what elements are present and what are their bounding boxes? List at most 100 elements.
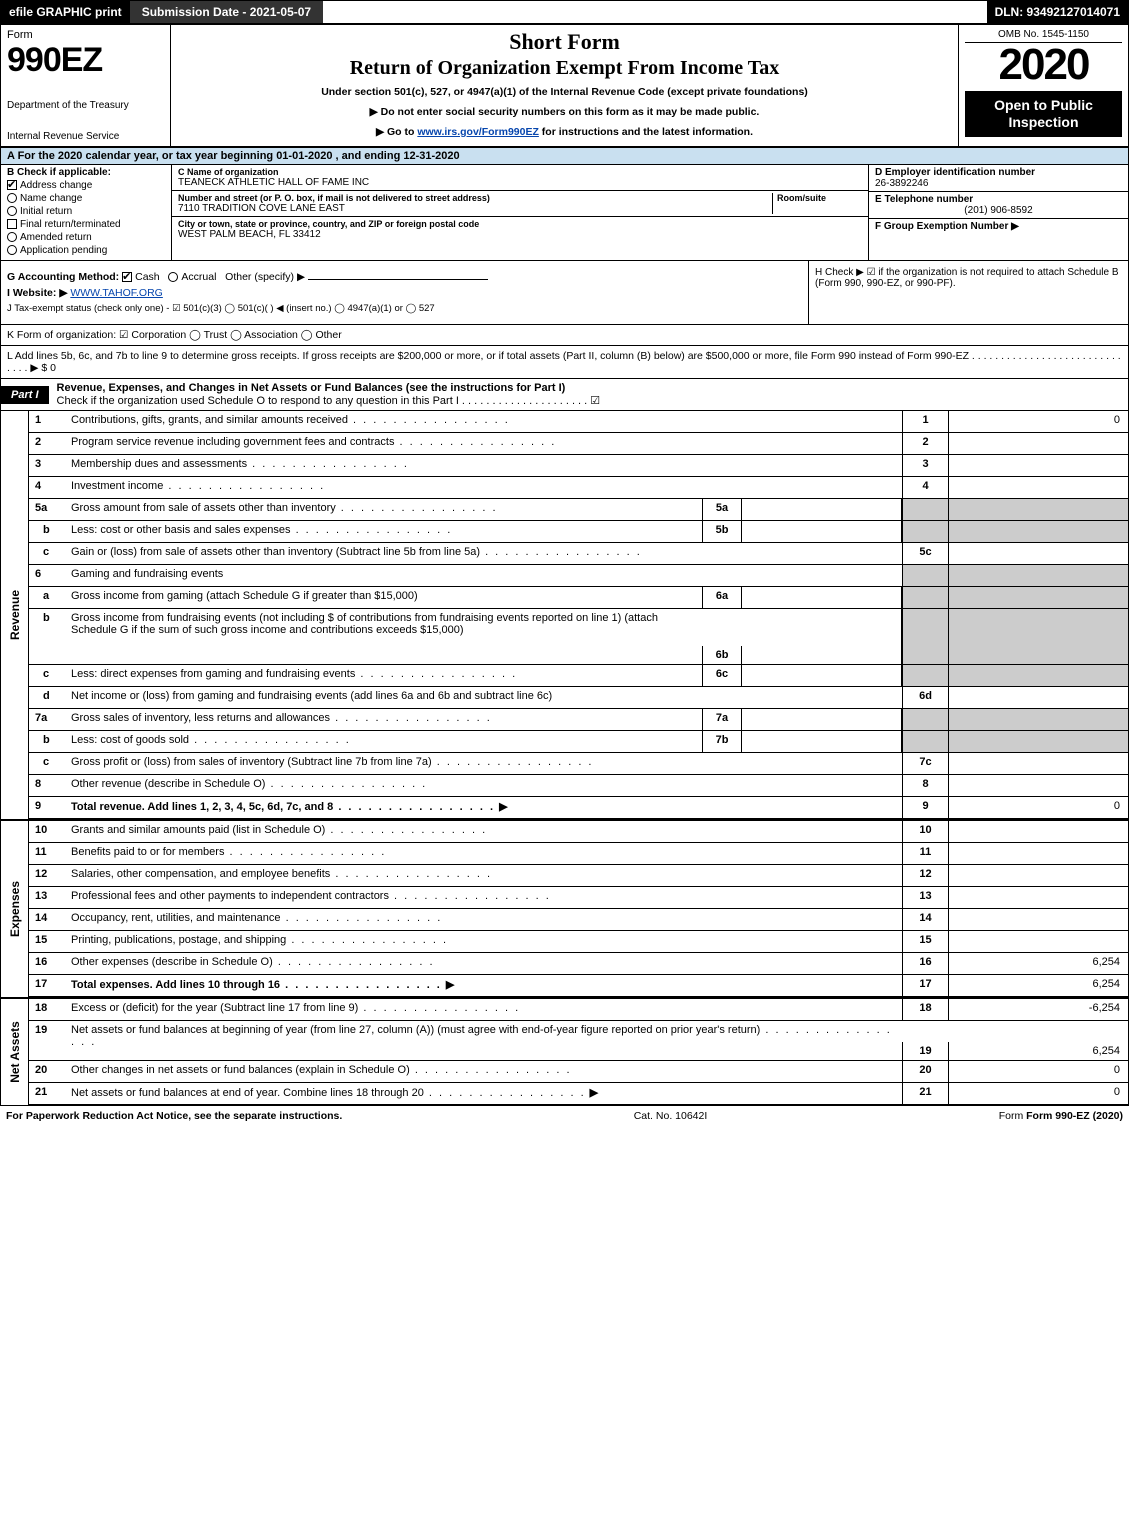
line-6: 6 Gaming and fundraising events — [29, 565, 1128, 587]
efile-tag: efile GRAPHIC print — [1, 1, 130, 23]
form-number: 990EZ — [7, 41, 162, 80]
footer-right: Form Form 990-EZ (2020) — [999, 1110, 1123, 1122]
line-6b: b Gross income from fundraising events (… — [29, 609, 1128, 665]
line-k: K Form of organization: ☑ Corporation ◯ … — [1, 325, 1128, 346]
line-5c: c Gain or (loss) from sale of assets oth… — [29, 543, 1128, 565]
org-name: TEANECK ATHLETIC HALL OF FAME INC — [178, 177, 862, 188]
g-i-j-left: G Accounting Method: Cash Accrual Other … — [1, 261, 808, 324]
c-label: C Name of organization — [178, 167, 862, 177]
line-18: 18 Excess or (deficit) for the year (Sub… — [29, 999, 1128, 1021]
checkbox-icon — [7, 219, 17, 229]
part-1-header: Part I Revenue, Expenses, and Changes in… — [1, 379, 1128, 411]
radio-icon[interactable] — [168, 272, 178, 282]
line-16: 16 Other expenses (describe in Schedule … — [29, 953, 1128, 975]
goto-post: for instructions and the latest informat… — [539, 126, 753, 138]
part-1-tab: Part I — [1, 386, 49, 404]
revenue-rows: 1 Contributions, gifts, grants, and simi… — [29, 411, 1128, 819]
line-2: 2 Program service revenue including gove… — [29, 433, 1128, 455]
net-assets-side-label: Net Assets — [1, 999, 29, 1105]
d-cell: D Employer identification number 26-3892… — [869, 165, 1128, 192]
form-990ez-page: efile GRAPHIC print Submission Date - 20… — [0, 0, 1129, 1106]
footer-mid: Cat. No. 10642I — [634, 1110, 708, 1122]
ein-value: 26-3892246 — [875, 178, 1122, 189]
c-city-cell: City or town, state or province, country… — [172, 217, 868, 242]
g-other-input[interactable] — [308, 279, 488, 280]
dept-treasury: Department of the Treasury — [7, 100, 162, 111]
form-note-2: ▶ Go to www.irs.gov/Form990EZ for instru… — [179, 126, 950, 138]
line-6a: a Gross income from gaming (attach Sched… — [29, 587, 1128, 609]
footer-left: For Paperwork Reduction Act Notice, see … — [6, 1110, 342, 1122]
line-4: 4 Investment income 4 — [29, 477, 1128, 499]
form-note-1: ▶ Do not enter social security numbers o… — [179, 106, 950, 118]
i-label: I Website: ▶ — [7, 287, 67, 299]
org-street: 7110 TRADITION COVE LANE EAST — [178, 203, 772, 214]
b-opt-address-change[interactable]: Address change — [7, 180, 165, 191]
c-addr-label: Number and street (or P. O. box, if mail… — [178, 193, 772, 203]
line-7a: 7a Gross sales of inventory, less return… — [29, 709, 1128, 731]
line-19: 19 Net assets or fund balances at beginn… — [29, 1021, 1128, 1061]
open-inspection: Open to Public Inspection — [965, 91, 1122, 137]
f-cell: F Group Exemption Number ▶ — [869, 219, 1128, 234]
line-3: 3 Membership dues and assessments 3 — [29, 455, 1128, 477]
form-header-right: OMB No. 1545-1150 2020 Open to Public In… — [958, 25, 1128, 146]
b-opt-final-return[interactable]: Final return/terminated — [7, 219, 165, 230]
radio-icon — [7, 245, 17, 255]
block-b-c-d-e-f: B Check if applicable: Address change Na… — [1, 165, 1128, 261]
form-header-center: Short Form Return of Organization Exempt… — [171, 25, 958, 146]
d-label: D Employer identification number — [875, 167, 1122, 178]
revenue-side-label: Revenue — [1, 411, 29, 819]
form-word: Form — [7, 29, 162, 41]
expenses-rows: 10 Grants and similar amounts paid (list… — [29, 821, 1128, 997]
form-subtitle: Under section 501(c), 527, or 4947(a)(1)… — [179, 86, 950, 98]
line-11: 11 Benefits paid to or for members 11 — [29, 843, 1128, 865]
expenses-table: Expenses 10 Grants and similar amounts p… — [1, 819, 1128, 997]
line-5b: b Less: cost or other basis and sales ex… — [29, 521, 1128, 543]
spacer — [323, 1, 986, 23]
line-8: 8 Other revenue (describe in Schedule O)… — [29, 775, 1128, 797]
c-addr-cell: Number and street (or P. O. box, if mail… — [172, 191, 868, 217]
dln: DLN: 93492127014071 — [987, 1, 1128, 23]
line-13: 13 Professional fees and other payments … — [29, 887, 1128, 909]
phone-value: (201) 906-8592 — [875, 205, 1122, 216]
b-opt-name-change[interactable]: Name change — [7, 193, 165, 204]
g-label: G Accounting Method: — [7, 271, 119, 283]
net-assets-table: Net Assets 18 Excess or (deficit) for th… — [1, 997, 1128, 1105]
line-15: 15 Printing, publications, postage, and … — [29, 931, 1128, 953]
line-a: A For the 2020 calendar year, or tax yea… — [1, 148, 1128, 165]
line-17: 17 Total expenses. Add lines 10 through … — [29, 975, 1128, 997]
block-g-h-i-j: G Accounting Method: Cash Accrual Other … — [1, 261, 1128, 325]
radio-icon — [7, 193, 17, 203]
j-text: J Tax-exempt status (check only one) - ☑… — [7, 303, 435, 314]
form-title-1: Short Form — [179, 29, 950, 55]
irs-link[interactable]: www.irs.gov/Form990EZ — [417, 126, 539, 138]
line-7b: b Less: cost of goods sold 7b — [29, 731, 1128, 753]
h-right: H Check ▶ ☑ if the organization is not r… — [808, 261, 1128, 324]
org-city: WEST PALM BEACH, FL 33412 — [178, 229, 862, 240]
expenses-side-label: Expenses — [1, 821, 29, 997]
line-1: 1 Contributions, gifts, grants, and simi… — [29, 411, 1128, 433]
revenue-table: Revenue 1 Contributions, gifts, grants, … — [1, 411, 1128, 819]
e-label: E Telephone number — [875, 194, 1122, 205]
line-21: 21 Net assets or fund balances at end of… — [29, 1083, 1128, 1105]
goto-pre: ▶ Go to — [376, 126, 417, 138]
b-label: B Check if applicable: — [7, 167, 165, 178]
c-room-label: Room/suite — [777, 193, 862, 203]
top-bar: efile GRAPHIC print Submission Date - 20… — [1, 1, 1128, 25]
section-c: C Name of organization TEANECK ATHLETIC … — [171, 165, 868, 260]
line-12: 12 Salaries, other compensation, and emp… — [29, 865, 1128, 887]
form-header: Form 990EZ Department of the Treasury In… — [1, 25, 1128, 148]
line-9: 9 Total revenue. Add lines 1, 2, 3, 4, 5… — [29, 797, 1128, 819]
b-opt-amended-return[interactable]: Amended return — [7, 232, 165, 243]
h-text: H Check ▶ ☑ if the organization is not r… — [815, 267, 1122, 289]
b-opt-initial-return[interactable]: Initial return — [7, 206, 165, 217]
net-assets-rows: 18 Excess or (deficit) for the year (Sub… — [29, 999, 1128, 1105]
section-d-e-f: D Employer identification number 26-3892… — [868, 165, 1128, 260]
form-header-left: Form 990EZ Department of the Treasury In… — [1, 25, 171, 146]
line-6c: c Less: direct expenses from gaming and … — [29, 665, 1128, 687]
c-name-cell: C Name of organization TEANECK ATHLETIC … — [172, 165, 868, 191]
website-link[interactable]: WWW.TAHOF.ORG — [70, 287, 163, 299]
checkbox-icon[interactable] — [122, 272, 132, 282]
line-6d: d Net income or (loss) from gaming and f… — [29, 687, 1128, 709]
checkbox-icon — [7, 180, 17, 190]
b-opt-application-pending[interactable]: Application pending — [7, 245, 165, 256]
